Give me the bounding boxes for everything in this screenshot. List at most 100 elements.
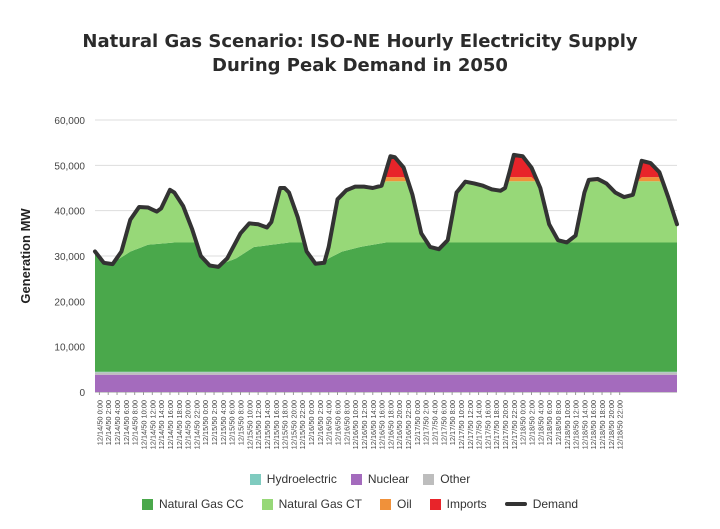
x-tick-label: 12/18/50 8:00 [554,400,563,445]
y-tick-label: 40,000 [54,207,85,218]
x-tick-label: 12/18/50 6:00 [545,400,554,445]
legend-item: Natural Gas CC [141,497,244,511]
x-tick-label: 12/14/50 4:00 [113,400,122,445]
x-tick-label: 12/14/50 20:00 [184,400,193,449]
x-tick-label: 12/15/50 4:00 [219,400,228,445]
x-tick-label: 12/14/50 6:00 [122,400,131,445]
area-other [95,372,677,375]
area-natural-gas-ct [95,181,677,267]
legend-item: Nuclear [350,472,410,486]
x-tick-label: 12/15/50 6:00 [228,400,237,445]
legend-label: Natural Gas CT [278,497,362,511]
legend-item: Other [423,472,470,486]
x-tick-label: 12/15/50 16:00 [272,400,281,449]
x-tick-label: 12/18/50 4:00 [536,400,545,445]
x-tick-label: 12/16/50 22:00 [404,400,413,449]
legend-swatch [350,473,362,485]
x-tick-label: 12/18/50 0:00 [519,400,528,445]
legend-label: Oil [397,497,412,511]
x-tick-label: 12/15/50 14:00 [263,400,272,449]
x-tick-label: 12/14/50 10:00 [140,400,149,449]
legend-label: Demand [532,497,579,511]
series-line-demand [93,152,679,269]
x-tick-label: 12/16/50 10:00 [351,400,360,449]
legend-swatch [504,502,527,506]
x-tick-label: 12/14/50 22:00 [192,400,201,449]
legend-swatch [423,473,435,485]
x-tick-label: 12/15/50 0:00 [201,400,210,445]
x-tick-label: 12/17/50 8:00 [448,400,457,445]
x-tick-label: 12/15/50 20:00 [289,400,298,449]
x-tick-label: 12/15/50 12:00 [254,400,263,449]
x-tick-label: 12/17/50 16:00 [483,400,492,449]
x-tick-label: 12/18/50 14:00 [580,400,589,449]
x-tick-label: 12/14/50 16:00 [166,400,175,449]
area-hydroelectric [95,371,677,373]
legend-label: Natural Gas CC [158,497,244,511]
x-tick-label: 12/16/50 18:00 [386,400,395,449]
x-tick-label: 12/16/50 8:00 [342,400,351,445]
x-tick-label: 12/18/50 18:00 [598,400,607,449]
x-tick-label: 12/14/50 0:00 [95,400,104,445]
legend-label: Other [440,472,471,486]
x-tick-label: 12/15/50 22:00 [298,400,307,449]
x-tick-label: 12/17/50 10:00 [457,400,466,449]
y-tick-label: 20,000 [54,297,85,308]
x-tick-label: 12/18/50 10:00 [563,400,572,449]
legend-label: Imports [446,497,487,511]
x-tick-label: 12/18/50 22:00 [616,400,625,449]
x-tick-label: 12/16/50 0:00 [307,400,316,445]
legend-item: Oil [380,497,412,511]
x-tick-label: 12/17/50 6:00 [439,400,448,445]
y-tick-label: 0 [79,388,85,399]
x-tick-label: 12/16/50 14:00 [369,400,378,449]
legend-swatch [141,498,153,510]
legend-item: Natural Gas CT [261,497,362,511]
x-tick-label: 12/17/50 22:00 [510,400,519,449]
x-tick-label: 12/18/50 2:00 [528,400,537,445]
x-tick-label: 12/17/50 12:00 [466,400,475,449]
x-tick-label: 12/14/50 18:00 [175,400,184,449]
x-tick-label: 12/16/50 16:00 [378,400,387,449]
x-tick-label: 12/15/50 10:00 [245,400,254,449]
legend-item: Imports [429,497,487,511]
legend-row-1: Hydroelectric Nuclear Other [0,472,720,486]
legend-swatch [261,498,273,510]
x-tick-label: 12/15/50 8:00 [237,400,246,445]
x-tick-label: 12/17/50 0:00 [413,400,422,445]
y-axis-label: Generation MW [18,208,33,304]
x-tick-label: 12/18/50 20:00 [607,400,616,449]
legend-swatch [380,498,391,510]
x-tick-label: 12/16/50 20:00 [395,400,404,449]
legend-swatch [429,498,441,510]
y-tick-label: 30,000 [54,252,85,263]
x-tick-label: 12/16/50 2:00 [316,400,325,445]
x-tick-label: 12/17/50 14:00 [475,400,484,449]
chart-title-line-1: Natural Gas Scenario: ISO-NE Hourly Elec… [82,31,638,52]
x-tick-label: 12/17/50 2:00 [422,400,431,445]
y-tick-label: 10,000 [54,343,85,354]
x-tick-label: 12/14/50 14:00 [157,400,166,449]
y-tick-label: 60,000 [54,116,85,127]
x-tick-label: 12/16/50 12:00 [360,400,369,449]
x-tick-label: 12/17/50 18:00 [492,400,501,449]
x-tick-label: 12/14/50 8:00 [131,400,140,445]
legend-swatch [249,473,261,485]
legend-label: Hydroelectric [266,472,337,486]
legend-label: Nuclear [367,472,410,486]
x-tick-label: 12/17/50 4:00 [431,400,440,445]
x-tick-label: 12/14/50 2:00 [104,400,113,445]
y-tick-label: 50,000 [54,161,85,172]
x-tick-label: 12/15/50 2:00 [210,400,219,445]
x-tick-label: 12/16/50 4:00 [325,400,334,445]
legend-item: Demand [504,497,579,511]
chart-title: Natural Gas Scenario: ISO-NE Hourly Elec… [0,30,720,78]
x-tick-label: 12/18/50 12:00 [572,400,581,449]
x-tick-label: 12/17/50 20:00 [501,400,510,449]
x-tick-label: 12/15/50 18:00 [281,400,290,449]
legend-item: Hydroelectric [249,472,337,486]
legend-row-2: Natural Gas CC Natural Gas CT Oil Imports De… [0,497,720,511]
area-nuclear [95,374,677,392]
area-natural-gas-cc [95,242,677,372]
